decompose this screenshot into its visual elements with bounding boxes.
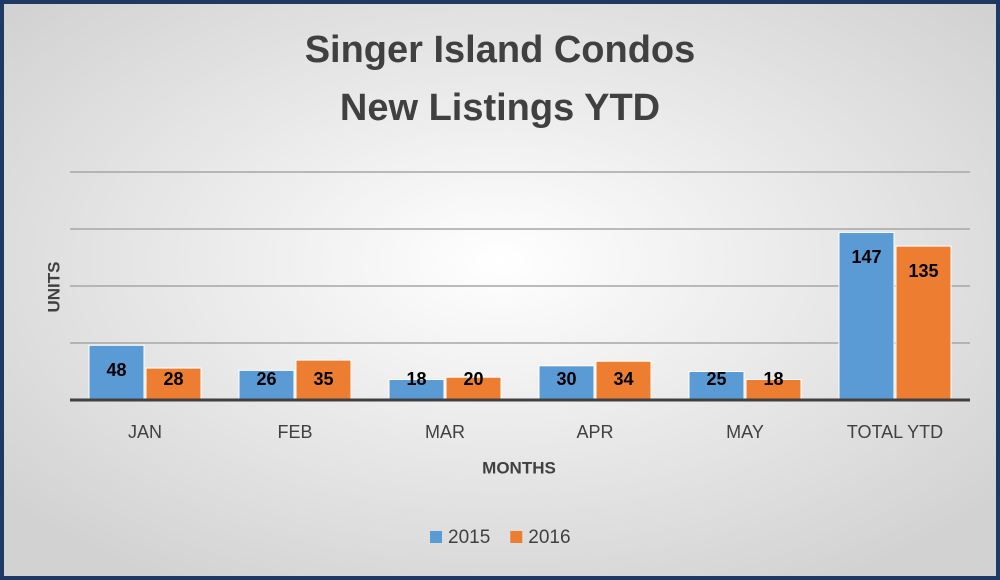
legend-label: 2016	[528, 527, 570, 548]
data-label: 147	[851, 247, 881, 267]
data-label: 20	[463, 369, 483, 389]
x-tick-label: JAN	[128, 422, 162, 442]
data-label: 25	[706, 369, 726, 389]
data-label: 30	[556, 369, 576, 389]
data-label: 135	[908, 261, 938, 281]
bar	[895, 245, 952, 401]
bar	[688, 371, 745, 401]
data-label: 18	[763, 369, 783, 389]
bar	[595, 360, 652, 401]
bar	[538, 365, 595, 401]
legend-label: 2015	[448, 527, 490, 548]
x-axis-label: MONTHS	[482, 458, 556, 477]
data-label: 35	[313, 369, 333, 389]
x-tick-label: FEB	[277, 422, 312, 442]
bar	[295, 359, 352, 401]
x-tick-label: APR	[576, 422, 613, 442]
data-label: 18	[406, 369, 426, 389]
y-axis-label: UNITS	[44, 262, 63, 313]
data-label: 48	[106, 360, 126, 380]
data-label: 26	[256, 369, 276, 389]
legend-swatch	[430, 531, 442, 543]
data-label: 28	[163, 369, 183, 389]
chart-title: Singer Island Condos	[305, 29, 696, 71]
x-tick-label: MAY	[726, 422, 764, 442]
bar	[145, 367, 202, 401]
bar	[238, 369, 295, 401]
legend-swatch	[510, 531, 523, 543]
bar	[838, 231, 895, 401]
x-tick-label: MAR	[425, 422, 465, 442]
data-label: 34	[613, 369, 633, 389]
x-tick-label: TOTAL YTD	[847, 422, 943, 442]
chart-title: New Listings YTD	[340, 87, 660, 129]
